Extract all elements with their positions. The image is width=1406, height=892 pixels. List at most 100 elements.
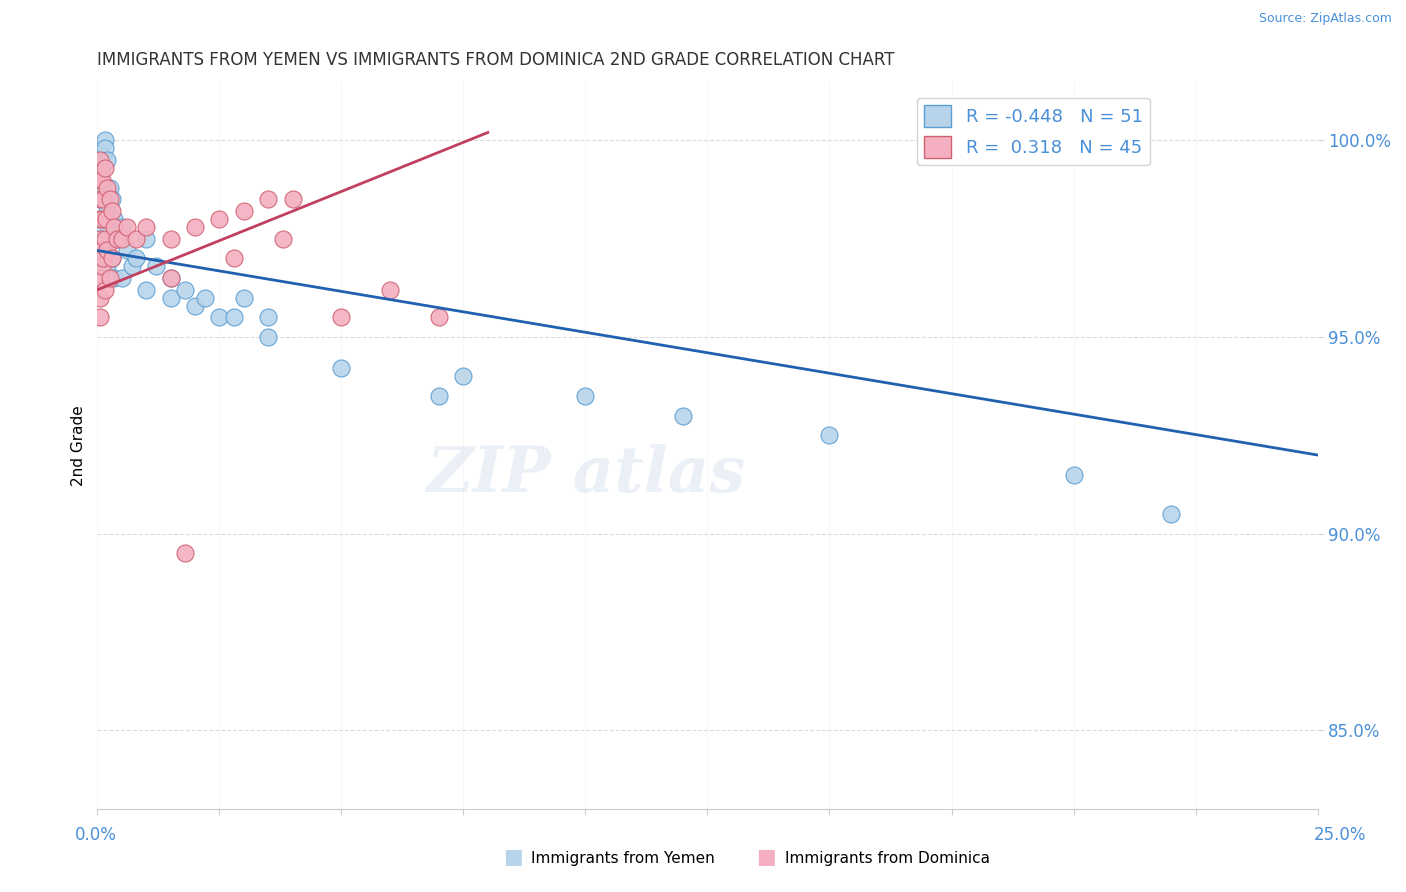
Point bbox=[121, 259, 143, 273]
Point bbox=[93, 252, 115, 266]
Point bbox=[89, 219, 111, 234]
Text: 0.0%: 0.0% bbox=[75, 826, 117, 844]
Text: ■: ■ bbox=[503, 847, 523, 867]
Point bbox=[281, 192, 304, 206]
Point bbox=[98, 271, 121, 285]
Point bbox=[271, 232, 294, 246]
Point bbox=[145, 259, 167, 273]
Point bbox=[101, 252, 124, 266]
Point bbox=[135, 232, 157, 246]
Point bbox=[159, 232, 181, 246]
Point bbox=[101, 204, 124, 219]
Point bbox=[89, 212, 111, 227]
Point bbox=[101, 192, 124, 206]
Point bbox=[103, 212, 125, 227]
Text: IMMIGRANTS FROM YEMEN VS IMMIGRANTS FROM DOMINICA 2ND GRADE CORRELATION CHART: IMMIGRANTS FROM YEMEN VS IMMIGRANTS FROM… bbox=[97, 51, 894, 69]
Point bbox=[96, 259, 118, 273]
Point bbox=[91, 252, 114, 266]
Point bbox=[91, 172, 114, 186]
Point bbox=[93, 283, 115, 297]
Point bbox=[89, 153, 111, 167]
Point bbox=[93, 232, 115, 246]
Text: ZIP atlas: ZIP atlas bbox=[426, 444, 745, 506]
Point bbox=[194, 291, 217, 305]
Point bbox=[184, 299, 207, 313]
Point bbox=[159, 291, 181, 305]
Point bbox=[91, 192, 114, 206]
Point bbox=[115, 244, 138, 258]
Point bbox=[89, 165, 111, 179]
Point bbox=[94, 192, 117, 206]
Point bbox=[89, 252, 111, 266]
Point bbox=[90, 244, 112, 258]
Point bbox=[222, 310, 245, 325]
Text: Immigrants from Dominica: Immigrants from Dominica bbox=[785, 852, 990, 866]
Point bbox=[257, 310, 280, 325]
Point bbox=[427, 389, 450, 403]
Point bbox=[96, 204, 118, 219]
Point bbox=[98, 192, 121, 206]
Point bbox=[330, 361, 353, 376]
Point bbox=[89, 153, 111, 167]
Point bbox=[174, 546, 197, 560]
Point bbox=[232, 291, 254, 305]
Point bbox=[330, 310, 353, 325]
Point bbox=[427, 310, 450, 325]
Point bbox=[574, 389, 596, 403]
Point bbox=[135, 283, 157, 297]
Legend: R = -0.448   N = 51, R =  0.318   N = 45: R = -0.448 N = 51, R = 0.318 N = 45 bbox=[917, 97, 1150, 165]
Point bbox=[672, 409, 695, 423]
Point bbox=[91, 212, 114, 227]
Point bbox=[98, 232, 121, 246]
Point bbox=[115, 219, 138, 234]
Point bbox=[91, 161, 114, 175]
Point bbox=[90, 172, 112, 186]
Point bbox=[159, 271, 181, 285]
Point bbox=[89, 271, 111, 285]
Point bbox=[94, 212, 117, 227]
Point bbox=[103, 271, 125, 285]
Point bbox=[96, 153, 118, 167]
Text: Source: ZipAtlas.com: Source: ZipAtlas.com bbox=[1258, 12, 1392, 25]
Text: ■: ■ bbox=[756, 847, 776, 867]
Point bbox=[111, 271, 134, 285]
Point bbox=[96, 180, 118, 194]
Point bbox=[91, 259, 114, 273]
Point bbox=[257, 192, 280, 206]
Point bbox=[91, 149, 114, 163]
Point bbox=[159, 271, 181, 285]
Text: Immigrants from Yemen: Immigrants from Yemen bbox=[531, 852, 716, 866]
Point bbox=[135, 219, 157, 234]
Point bbox=[93, 133, 115, 147]
Text: 25.0%: 25.0% bbox=[1313, 826, 1367, 844]
Point bbox=[103, 219, 125, 234]
Point bbox=[101, 252, 124, 266]
Point bbox=[208, 310, 231, 325]
Point bbox=[105, 232, 128, 246]
Point bbox=[208, 212, 231, 227]
Point bbox=[93, 161, 115, 175]
Y-axis label: 2nd Grade: 2nd Grade bbox=[72, 405, 86, 485]
Point bbox=[105, 232, 128, 246]
Point bbox=[184, 219, 207, 234]
Point bbox=[89, 232, 111, 246]
Point bbox=[89, 192, 111, 206]
Point bbox=[91, 244, 114, 258]
Point bbox=[111, 219, 134, 234]
Point bbox=[93, 141, 115, 155]
Point bbox=[125, 252, 148, 266]
Point bbox=[91, 212, 114, 227]
Point bbox=[89, 291, 111, 305]
Point bbox=[89, 192, 111, 206]
Point bbox=[90, 165, 112, 179]
Point bbox=[89, 310, 111, 325]
Point bbox=[232, 204, 254, 219]
Point bbox=[818, 428, 841, 442]
Point bbox=[1160, 507, 1182, 521]
Point bbox=[89, 180, 111, 194]
Point bbox=[98, 180, 121, 194]
Point bbox=[174, 283, 197, 297]
Point bbox=[222, 252, 245, 266]
Point bbox=[89, 172, 111, 186]
Point bbox=[90, 232, 112, 246]
